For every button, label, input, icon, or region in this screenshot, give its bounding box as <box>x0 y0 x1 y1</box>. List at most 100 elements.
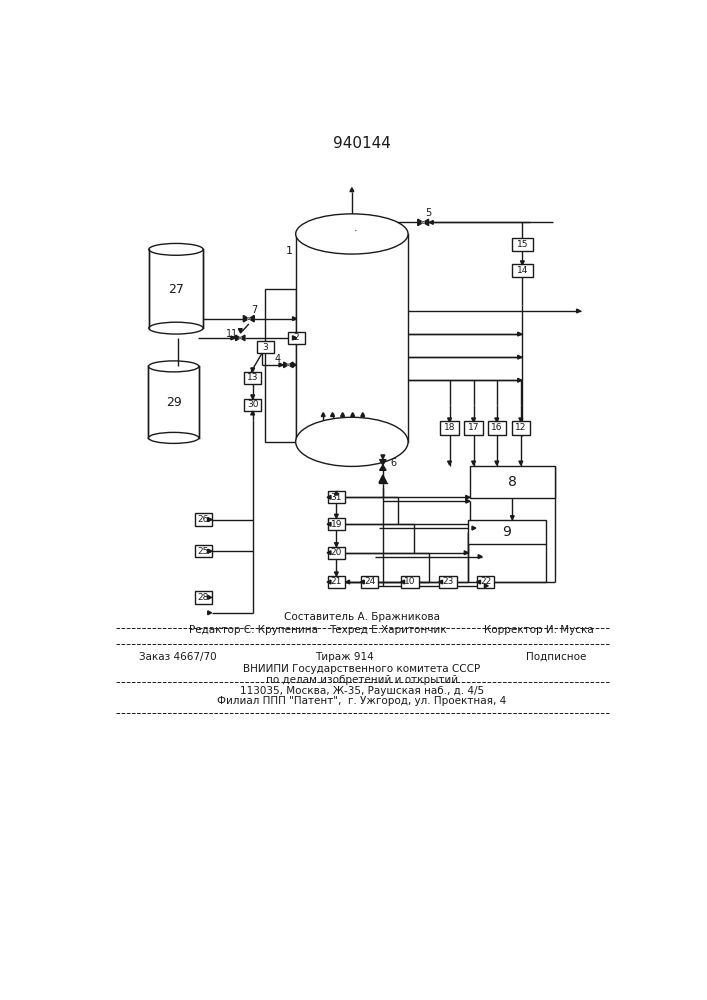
Text: 24: 24 <box>364 578 375 586</box>
Polygon shape <box>472 418 476 422</box>
Text: 21: 21 <box>331 578 342 586</box>
Bar <box>512 421 530 435</box>
Circle shape <box>248 318 250 320</box>
Text: по делам изобретений и открытий: по делам изобретений и открытий <box>266 675 458 685</box>
Text: 25: 25 <box>197 547 209 556</box>
Bar <box>464 421 483 435</box>
Polygon shape <box>423 219 428 226</box>
Bar <box>477 576 494 588</box>
Text: 12: 12 <box>515 424 527 432</box>
Text: Составитель А. Бражникова: Составитель А. Бражникова <box>284 612 440 622</box>
Ellipse shape <box>149 322 203 334</box>
Polygon shape <box>478 555 482 559</box>
Text: .: . <box>354 223 358 233</box>
Polygon shape <box>466 495 469 499</box>
Text: 22: 22 <box>480 578 491 586</box>
Text: 23: 23 <box>443 578 454 586</box>
Text: 15: 15 <box>517 240 528 249</box>
Polygon shape <box>341 413 344 416</box>
Bar <box>512 264 533 277</box>
Bar <box>194 591 211 604</box>
Polygon shape <box>334 491 339 495</box>
Text: Подписное: Подписное <box>526 652 587 662</box>
Bar <box>194 513 211 526</box>
Polygon shape <box>361 413 365 416</box>
Polygon shape <box>327 522 331 526</box>
Polygon shape <box>381 455 385 459</box>
Bar <box>148 366 199 438</box>
Polygon shape <box>249 315 255 322</box>
Polygon shape <box>519 461 522 465</box>
Text: 20: 20 <box>331 548 342 557</box>
Polygon shape <box>519 418 522 422</box>
Circle shape <box>422 221 424 223</box>
Polygon shape <box>466 499 469 503</box>
Text: 4: 4 <box>274 354 281 364</box>
Circle shape <box>240 337 241 339</box>
Polygon shape <box>238 329 243 333</box>
Text: 6: 6 <box>391 458 397 468</box>
Polygon shape <box>477 580 481 584</box>
Polygon shape <box>484 584 489 588</box>
Polygon shape <box>208 518 211 522</box>
Text: 28: 28 <box>197 593 209 602</box>
Polygon shape <box>350 188 354 192</box>
Bar <box>440 421 459 435</box>
Text: 8: 8 <box>508 475 517 489</box>
Text: 29: 29 <box>165 396 182 409</box>
Polygon shape <box>293 336 296 340</box>
Polygon shape <box>327 580 331 584</box>
Polygon shape <box>495 418 498 422</box>
Bar <box>468 520 546 544</box>
Text: 27: 27 <box>168 283 184 296</box>
Ellipse shape <box>296 417 408 466</box>
Text: Заказ 4667/70: Заказ 4667/70 <box>139 652 216 662</box>
Bar <box>244 399 261 411</box>
Polygon shape <box>208 595 211 599</box>
Polygon shape <box>429 220 433 224</box>
Polygon shape <box>251 368 255 372</box>
Polygon shape <box>472 461 476 465</box>
Text: ВНИИПИ Государственного комитета СССР: ВНИИПИ Государственного комитета СССР <box>243 664 481 674</box>
Polygon shape <box>208 518 211 522</box>
Polygon shape <box>510 516 514 520</box>
Polygon shape <box>334 543 339 547</box>
Polygon shape <box>327 495 331 499</box>
Text: 3: 3 <box>262 343 268 352</box>
Polygon shape <box>379 475 387 483</box>
Bar <box>194 545 211 557</box>
Text: 31: 31 <box>331 493 342 502</box>
Polygon shape <box>518 378 522 382</box>
Polygon shape <box>351 413 355 416</box>
Polygon shape <box>208 549 211 553</box>
Text: 18: 18 <box>444 424 455 432</box>
Bar <box>328 576 345 588</box>
Polygon shape <box>361 580 364 584</box>
Text: 5: 5 <box>425 208 431 218</box>
Polygon shape <box>448 418 452 422</box>
Polygon shape <box>279 363 283 367</box>
Polygon shape <box>327 551 331 555</box>
Polygon shape <box>243 315 249 322</box>
Circle shape <box>288 364 289 366</box>
Polygon shape <box>334 514 339 518</box>
Bar <box>328 491 345 503</box>
Polygon shape <box>346 580 349 584</box>
Polygon shape <box>438 580 443 584</box>
Polygon shape <box>231 336 235 340</box>
Polygon shape <box>464 551 468 555</box>
Text: Техред Е.Харитончик: Техред Е.Харитончик <box>329 625 446 635</box>
Polygon shape <box>251 411 255 415</box>
Text: 26: 26 <box>197 515 209 524</box>
Text: 30: 30 <box>247 400 259 409</box>
Polygon shape <box>293 363 296 367</box>
Ellipse shape <box>296 214 408 254</box>
Text: 940144: 940144 <box>333 136 391 151</box>
Polygon shape <box>520 261 525 265</box>
Polygon shape <box>577 309 580 313</box>
Text: Филиал ППП "Патент",  г. Ужгород, ул. Проектная, 4: Филиал ППП "Патент", г. Ужгород, ул. Про… <box>217 696 507 706</box>
Ellipse shape <box>148 361 199 372</box>
Text: 7: 7 <box>251 305 257 315</box>
Bar <box>288 332 305 344</box>
Bar <box>296 234 408 442</box>
